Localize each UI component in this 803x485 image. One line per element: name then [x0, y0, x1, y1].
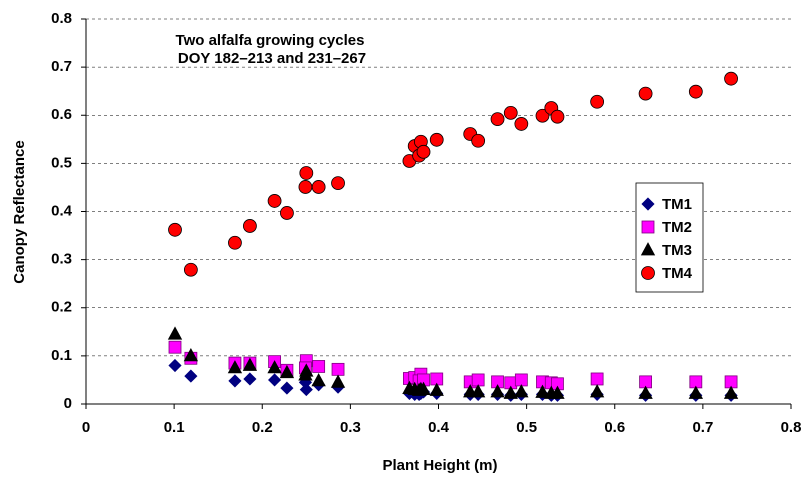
legend-label: TM4 [662, 265, 693, 282]
point [168, 340, 182, 354]
point [490, 384, 505, 398]
legend-marker [641, 197, 655, 211]
point [268, 373, 282, 387]
point [267, 360, 282, 374]
x-axis-label: Plant Height (m) [383, 457, 498, 474]
y-tick-label: 0.2 [51, 299, 72, 316]
point [228, 235, 242, 250]
point [243, 372, 257, 386]
legend-label: TM2 [662, 219, 692, 236]
point [550, 109, 565, 124]
point [183, 262, 198, 277]
point [331, 362, 345, 376]
point [330, 374, 346, 388]
y-axis-label: Canopy Reflectance [11, 140, 28, 283]
point [168, 222, 182, 237]
legend-label: TM1 [662, 196, 692, 213]
y-tick-label: 0.4 [51, 202, 73, 219]
y-tick-label: 0.5 [51, 154, 72, 171]
point [298, 180, 313, 194]
point [243, 219, 257, 233]
x-tick-label: 0.6 [604, 419, 625, 436]
point [429, 382, 444, 396]
x-tick-label: 0.5 [516, 419, 537, 436]
point [299, 166, 314, 180]
point [416, 381, 431, 395]
point [280, 206, 294, 220]
legend-marker [641, 266, 655, 280]
x-tick-label: 0.7 [692, 419, 713, 436]
point [514, 384, 529, 398]
point [535, 108, 550, 123]
point [184, 369, 198, 383]
point [279, 364, 295, 379]
point [168, 358, 182, 373]
x-tick-label: 0.1 [164, 419, 185, 436]
point [471, 133, 486, 148]
x-tick-label: 0.4 [428, 419, 450, 436]
point [228, 374, 242, 388]
legend-label: TM3 [662, 242, 692, 259]
point [589, 384, 605, 398]
point [514, 117, 529, 131]
point [638, 385, 653, 399]
point [503, 385, 518, 399]
point [490, 112, 505, 126]
point [331, 176, 345, 191]
point [267, 194, 282, 208]
y-tick-label: 0 [64, 395, 72, 412]
y-tick-label: 0.6 [51, 106, 72, 123]
x-tick-label: 0.3 [340, 419, 361, 436]
point [550, 385, 565, 399]
point [503, 105, 518, 120]
point [723, 385, 739, 399]
point [688, 84, 703, 99]
point [280, 381, 294, 395]
point [311, 180, 326, 194]
point [311, 373, 326, 387]
point [724, 71, 738, 86]
point [227, 360, 243, 374]
x-tick-label: 0.8 [781, 419, 802, 436]
point [688, 385, 703, 399]
point [638, 86, 653, 101]
y-tick-label: 0.8 [51, 10, 72, 27]
y-tick-label: 0.1 [51, 347, 72, 364]
point [535, 384, 550, 398]
x-tick-label: 0.2 [252, 419, 273, 436]
point [416, 144, 431, 159]
legend-marker [640, 242, 656, 256]
y-tick-label: 0.7 [51, 58, 72, 75]
point [590, 372, 604, 386]
y-tick-label: 0.3 [51, 251, 72, 268]
point [590, 94, 605, 109]
point [312, 360, 326, 373]
point [242, 357, 258, 371]
point [183, 348, 199, 362]
x-tick-label: 0 [82, 419, 90, 436]
annotation: DOY 182–213 and 231–267 [178, 50, 366, 67]
point [429, 132, 444, 147]
point [167, 326, 183, 340]
legend-marker [641, 220, 655, 234]
point [298, 367, 313, 381]
annotation: Two alfalfa growing cycles [176, 32, 365, 49]
point [470, 384, 486, 398]
